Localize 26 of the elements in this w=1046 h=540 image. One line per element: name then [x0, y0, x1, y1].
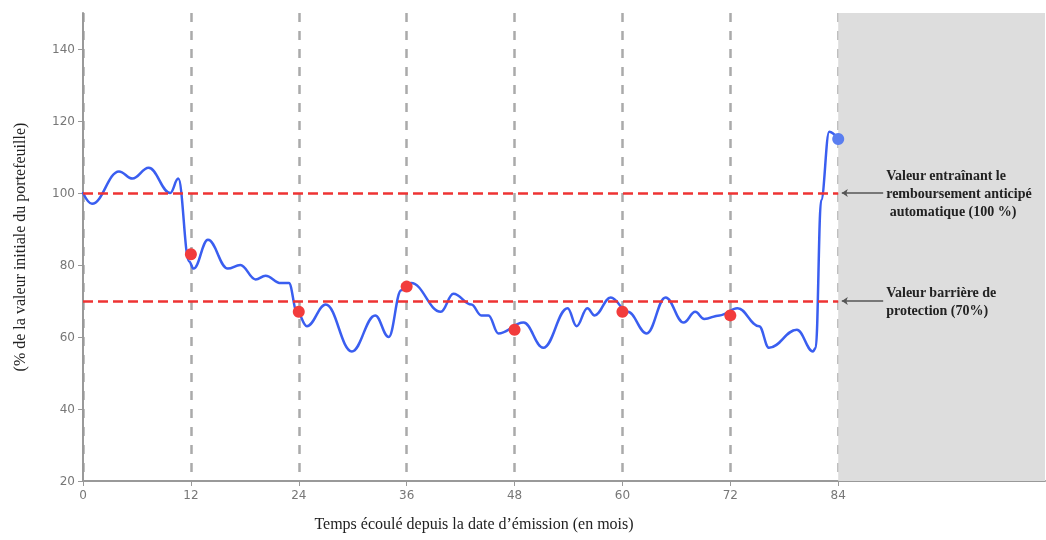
x-tick-label: 12 [183, 488, 199, 502]
point [832, 133, 845, 145]
x-tick-label: 24 [291, 488, 307, 502]
ref-line-label: Valeur barrière de protection (70%) [886, 284, 1000, 319]
point [184, 248, 197, 261]
point [508, 323, 521, 336]
ref-line-label: Valeur entraînant le remboursement anticipé automatique (100 %) [886, 167, 1032, 220]
point [400, 280, 413, 293]
x-tick-label: 60 [614, 488, 631, 502]
y-axis-title: (% de la valeur initiale du portefeuille) [10, 122, 29, 372]
x-tick-label: 36 [399, 488, 415, 502]
point [724, 309, 737, 322]
y-tick-label: 60 [59, 330, 75, 344]
x-tick-label: 48 [506, 488, 523, 502]
y-tick-label: 40 [59, 402, 75, 416]
y-tick-label: 80 [59, 258, 75, 272]
x-tick-label: 0 [79, 488, 87, 502]
x-tick-label: 84 [830, 488, 846, 502]
y-tick-label: 140 [52, 42, 75, 56]
x-tick-label: 72 [722, 488, 738, 502]
y-tick-label: 100 [52, 186, 75, 200]
point [616, 305, 629, 318]
x-axis-title: Temps écoulé depuis la date d’émission (en mois) [314, 514, 634, 533]
y-tick-label: 20 [59, 474, 75, 488]
y-tick-label: 120 [52, 114, 75, 128]
point [292, 305, 305, 318]
